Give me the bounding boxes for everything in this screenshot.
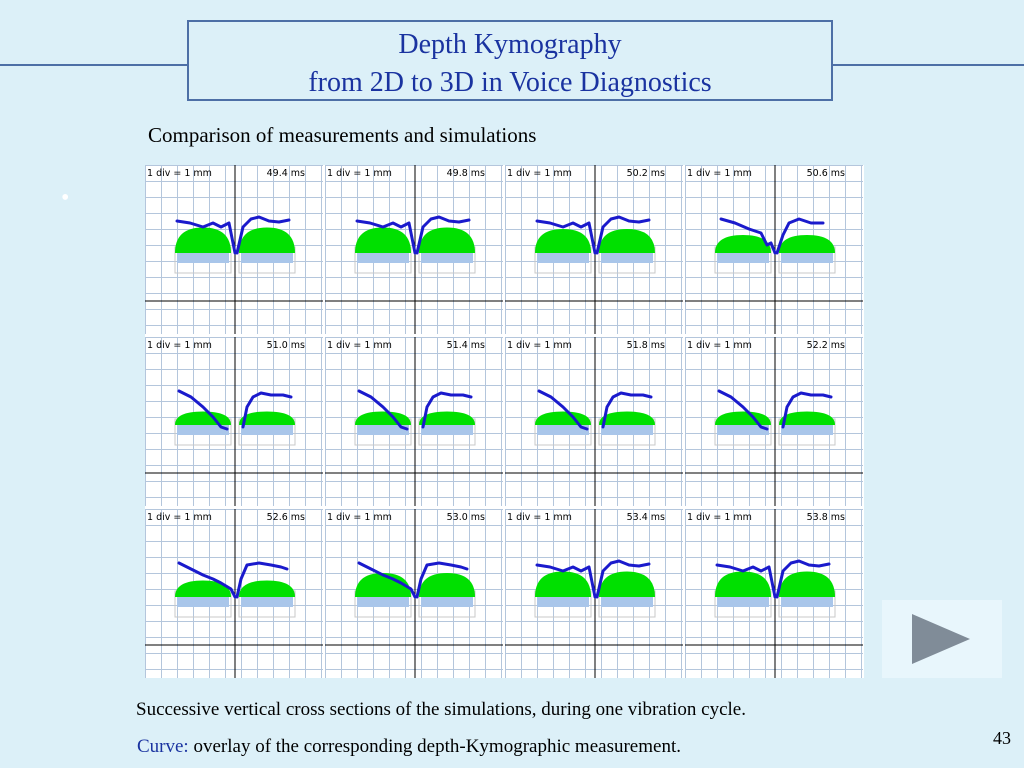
bullet-marker: • (61, 185, 70, 211)
panel-time-label: 53.8 ms (806, 512, 845, 523)
simulation-panel: 1 div = 1 mm 49.8 ms (325, 165, 503, 334)
play-button[interactable] (882, 600, 1002, 678)
panel-scale-label: 1 div = 1 mm (507, 340, 572, 351)
panel-time-label: 53.0 ms (446, 512, 485, 523)
simulation-panel: 1 div = 1 mm 51.0 ms (145, 337, 323, 506)
caption-curve: Curve: overlay of the corresponding dept… (137, 736, 681, 758)
panel-scale-label: 1 div = 1 mm (507, 168, 572, 179)
simulation-panel: 1 div = 1 mm 51.4 ms (325, 337, 503, 506)
cross-section-plot (505, 509, 683, 678)
panel-time-label: 51.4 ms (446, 340, 485, 351)
page-number: 43 (993, 728, 1011, 748)
simulation-panel: 1 div = 1 mm 49.4 ms (145, 165, 323, 334)
cross-section-plot (685, 165, 863, 334)
cross-section-plot (145, 337, 323, 506)
simulation-panel: 1 div = 1 mm 51.8 ms (505, 337, 683, 506)
panel-time-label: 50.2 ms (626, 168, 665, 179)
panel-time-label: 51.8 ms (626, 340, 665, 351)
play-triangle-icon (912, 614, 970, 664)
caption-curve-text: overlay of the corresponding depth-Kymog… (188, 736, 681, 757)
panel-scale-label: 1 div = 1 mm (147, 340, 212, 351)
panel-time-label: 52.6 ms (266, 512, 305, 523)
cross-section-plot (685, 509, 863, 678)
simulation-panel: 1 div = 1 mm 50.2 ms (505, 165, 683, 334)
simulation-panel-grid: 1 div = 1 mm 49.4 ms 1 div = 1 mm 49.8 ms 1 … (145, 165, 864, 678)
panel-time-label: 49.8 ms (446, 168, 485, 179)
panel-scale-label: 1 div = 1 mm (687, 340, 752, 351)
panel-scale-label: 1 div = 1 mm (687, 168, 752, 179)
caption-curve-label: Curve: (137, 736, 189, 757)
simulation-panel: 1 div = 1 mm 52.6 ms (145, 509, 323, 678)
panel-scale-label: 1 div = 1 mm (147, 512, 212, 523)
panel-scale-label: 1 div = 1 mm (327, 340, 392, 351)
caption-cross-sections: Successive vertical cross sections of th… (136, 699, 746, 720)
slide-title-line2: from 2D to 3D in Voice Diagnostics (308, 67, 712, 98)
simulation-panel: 1 div = 1 mm 52.2 ms (685, 337, 863, 506)
cross-section-plot (325, 337, 503, 506)
cross-section-plot (325, 165, 503, 334)
cross-section-plot (325, 509, 503, 678)
panel-time-label: 49.4 ms (266, 168, 305, 179)
slide-subtitle: Comparison of measurements and simulatio… (148, 123, 537, 147)
panel-time-label: 53.4 ms (626, 512, 665, 523)
simulation-panel: 1 div = 1 mm 53.8 ms (685, 509, 863, 678)
panel-time-label: 52.2 ms (806, 340, 845, 351)
slide-title: Depth Kymography from 2D to 3D in Voice … (187, 20, 833, 101)
title-rule-left (0, 64, 188, 66)
panel-scale-label: 1 div = 1 mm (507, 512, 572, 523)
simulation-panel: 1 div = 1 mm 50.6 ms (685, 165, 863, 334)
slide-title-line1: Depth Kymography (398, 29, 622, 60)
simulation-panel: 1 div = 1 mm 53.4 ms (505, 509, 683, 678)
panel-scale-label: 1 div = 1 mm (327, 512, 392, 523)
panel-time-label: 50.6 ms (806, 168, 845, 179)
cross-section-plot (145, 165, 323, 334)
title-rule-right (833, 64, 1024, 66)
cross-section-plot (505, 337, 683, 506)
panel-time-label: 51.0 ms (266, 340, 305, 351)
simulation-panel: 1 div = 1 mm 53.0 ms (325, 509, 503, 678)
cross-section-plot (685, 337, 863, 506)
panel-scale-label: 1 div = 1 mm (687, 512, 752, 523)
panel-scale-label: 1 div = 1 mm (327, 168, 392, 179)
cross-section-plot (505, 165, 683, 334)
panel-scale-label: 1 div = 1 mm (147, 168, 212, 179)
cross-section-plot (145, 509, 323, 678)
